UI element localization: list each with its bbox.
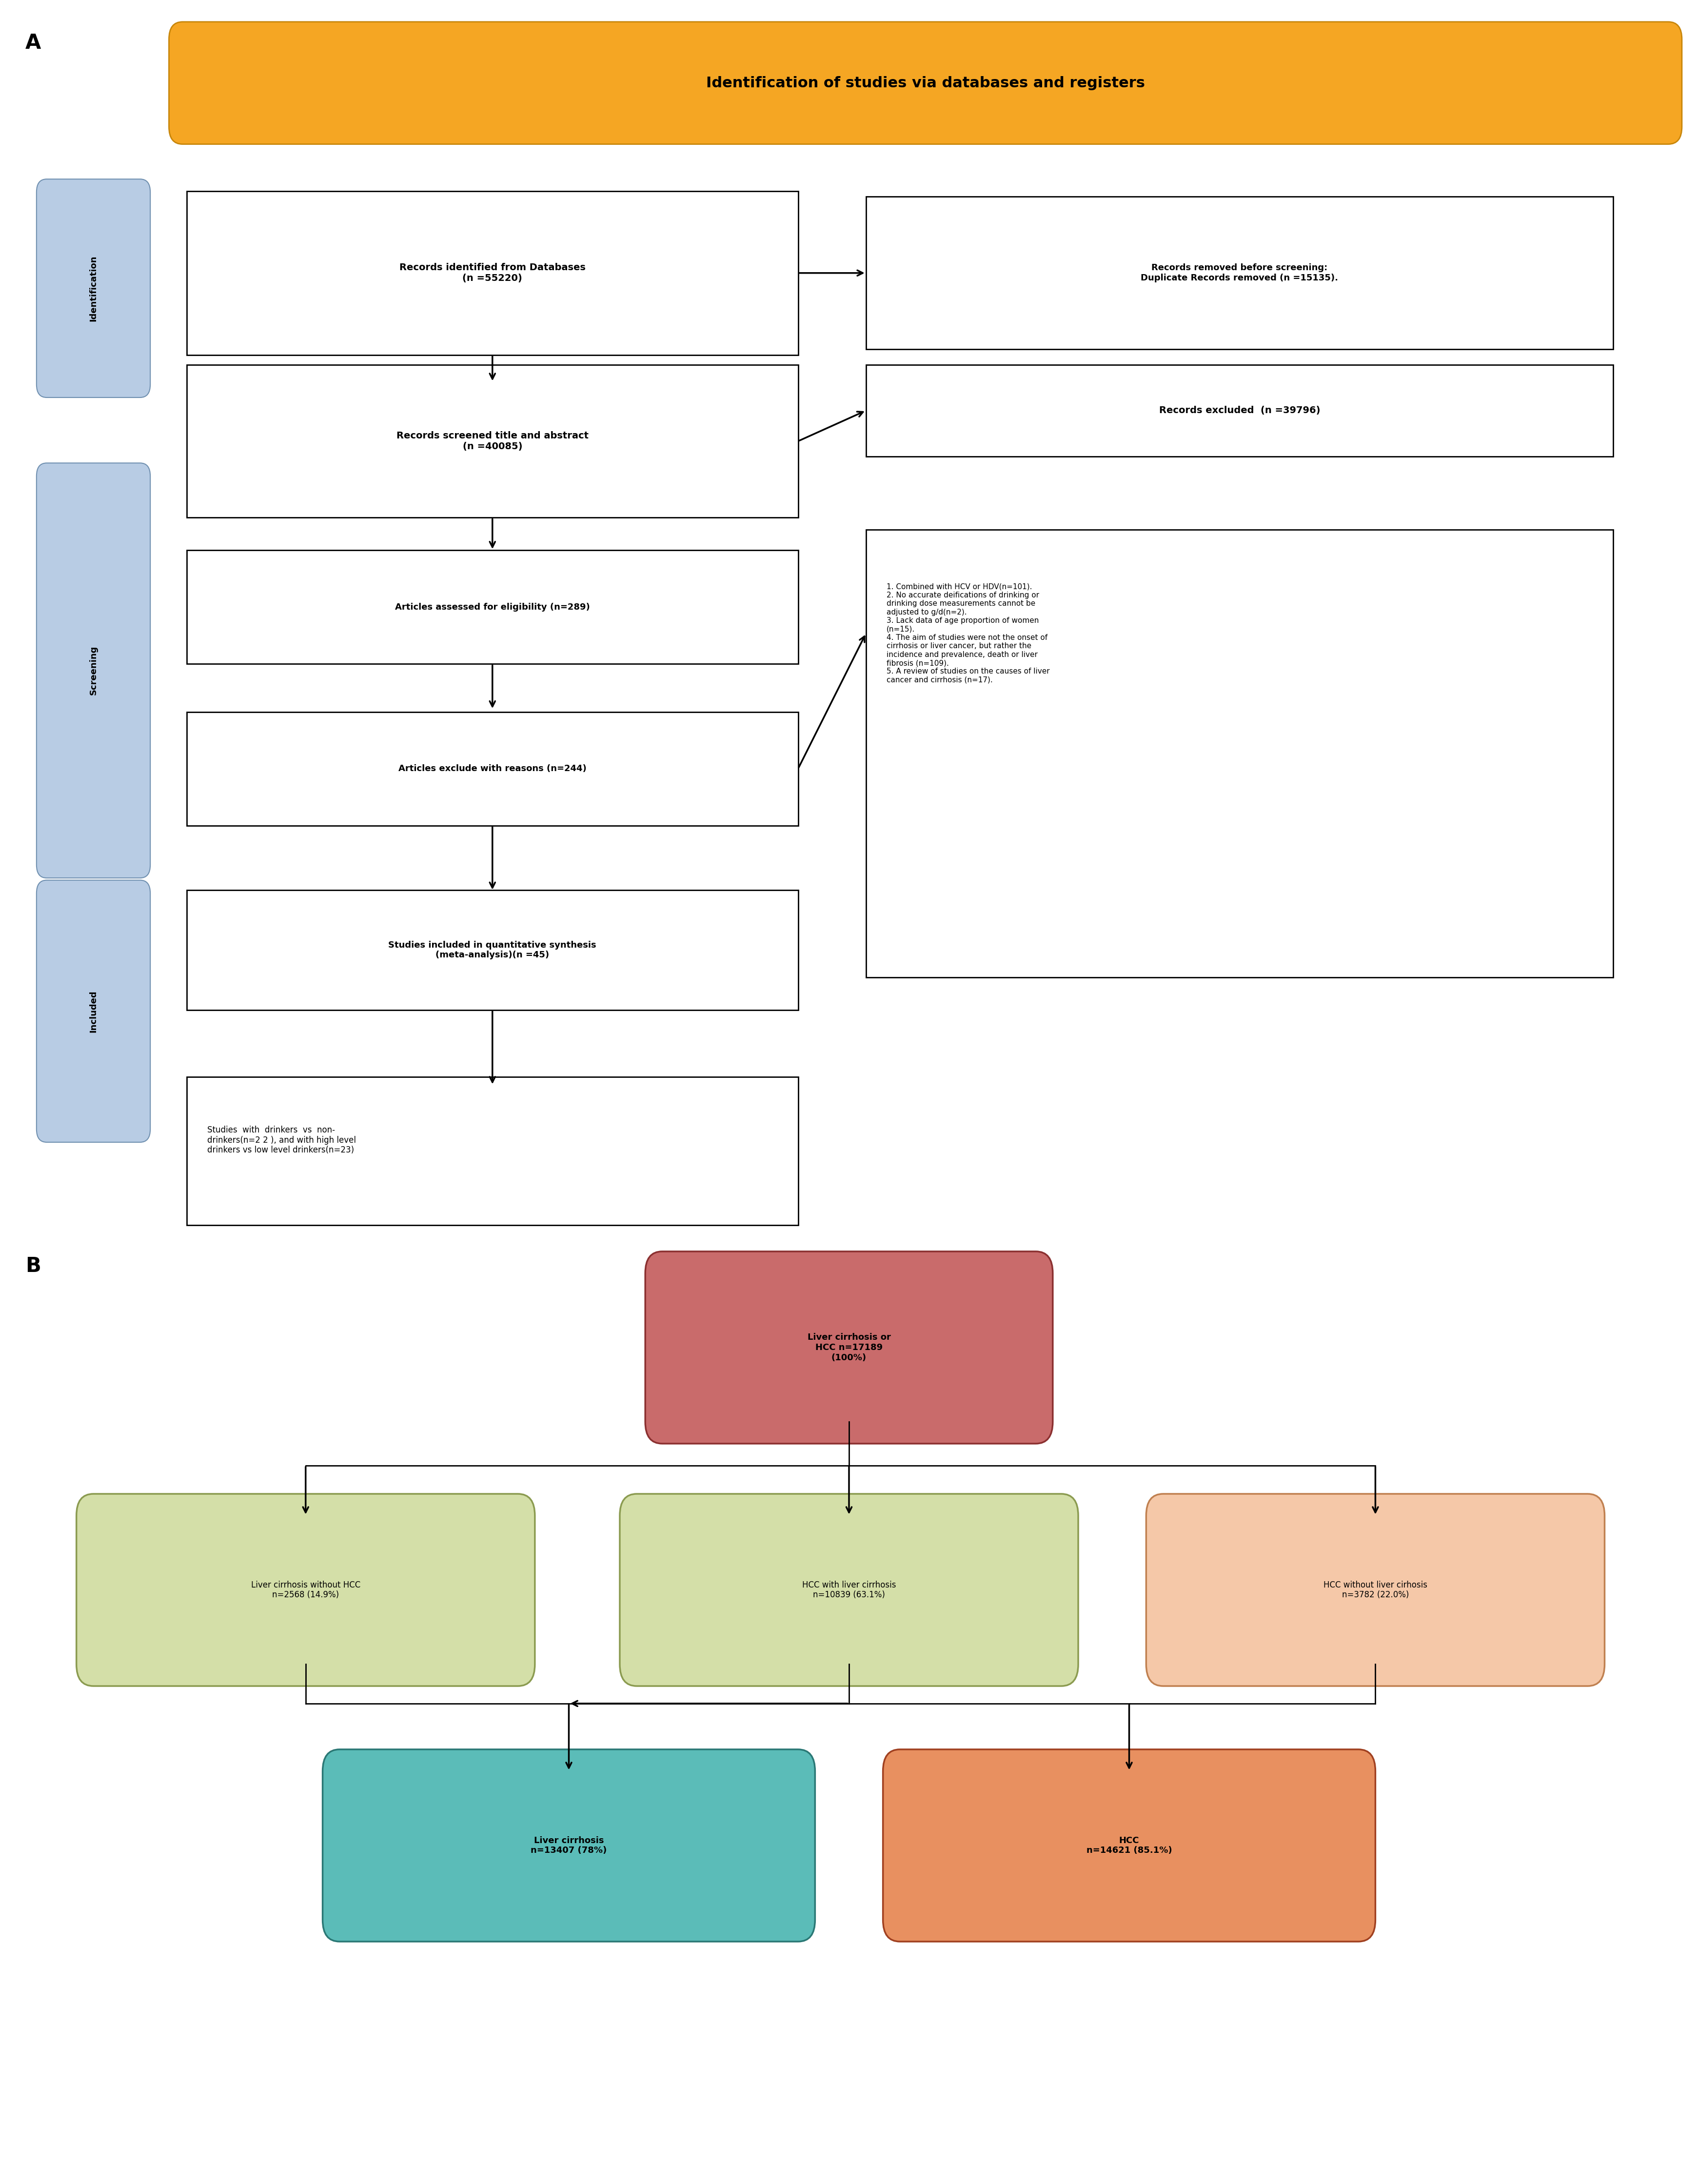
Text: Records screened title and abstract
(n =40085): Records screened title and abstract (n =… xyxy=(396,430,589,452)
Bar xyxy=(866,365,1613,456)
FancyBboxPatch shape xyxy=(620,1494,1078,1686)
Text: Articles exclude with reasons (n=244): Articles exclude with reasons (n=244) xyxy=(399,764,586,773)
Text: B: B xyxy=(25,1256,41,1275)
FancyBboxPatch shape xyxy=(37,463,149,878)
FancyBboxPatch shape xyxy=(645,1251,1053,1444)
Text: A: A xyxy=(25,33,41,52)
Text: Identification of studies via databases and registers: Identification of studies via databases … xyxy=(706,76,1144,90)
Text: Records removed before screening:
Duplicate Records removed (n =15135).: Records removed before screening: Duplic… xyxy=(1141,264,1338,282)
Bar xyxy=(866,197,1613,349)
FancyBboxPatch shape xyxy=(170,22,1681,144)
Text: Identification: Identification xyxy=(88,256,98,321)
Bar xyxy=(187,550,798,664)
Text: Liver cirrhosis without HCC
n=2568 (14.9%): Liver cirrhosis without HCC n=2568 (14.9… xyxy=(251,1581,360,1599)
Text: Records identified from Databases
(n =55220): Records identified from Databases (n =55… xyxy=(399,262,586,284)
Text: Liver cirrhosis
n=13407 (78%): Liver cirrhosis n=13407 (78%) xyxy=(531,1837,606,1854)
Text: 1. Combined with HCV or HDV(n=101).
2. No accurate deifications of drinking or
d: 1. Combined with HCV or HDV(n=101). 2. N… xyxy=(886,583,1049,684)
Bar xyxy=(187,1077,798,1225)
Text: Included: Included xyxy=(88,989,98,1033)
Text: Records excluded  (n =39796): Records excluded (n =39796) xyxy=(1160,406,1319,415)
Text: Liver cirrhosis or
HCC n=17189
(100%): Liver cirrhosis or HCC n=17189 (100%) xyxy=(807,1332,891,1363)
FancyBboxPatch shape xyxy=(37,179,149,397)
Bar xyxy=(187,365,798,518)
Text: HCC
n=14621 (85.1%): HCC n=14621 (85.1%) xyxy=(1087,1837,1172,1854)
Text: HCC with liver cirrhosis
n=10839 (63.1%): HCC with liver cirrhosis n=10839 (63.1%) xyxy=(801,1581,897,1599)
FancyBboxPatch shape xyxy=(883,1749,1375,1942)
FancyBboxPatch shape xyxy=(1146,1494,1605,1686)
Text: Articles assessed for eligibility (n=289): Articles assessed for eligibility (n=289… xyxy=(396,603,589,612)
Text: Screening: Screening xyxy=(88,646,98,695)
Bar xyxy=(866,531,1613,978)
Bar xyxy=(187,192,798,354)
FancyBboxPatch shape xyxy=(76,1494,535,1686)
FancyBboxPatch shape xyxy=(323,1749,815,1942)
Text: Studies  with  drinkers  vs  non-
drinkers(n=2 2 ), and with high level
drinkers: Studies with drinkers vs non- drinkers(n… xyxy=(207,1125,357,1155)
Text: HCC without liver cirhosis
n=3782 (22.0%): HCC without liver cirhosis n=3782 (22.0%… xyxy=(1323,1581,1428,1599)
Text: Studies included in quantitative synthesis
(meta-analysis)(n =45): Studies included in quantitative synthes… xyxy=(389,941,596,959)
Bar xyxy=(187,712,798,826)
FancyBboxPatch shape xyxy=(37,880,149,1142)
Bar xyxy=(187,891,798,1011)
